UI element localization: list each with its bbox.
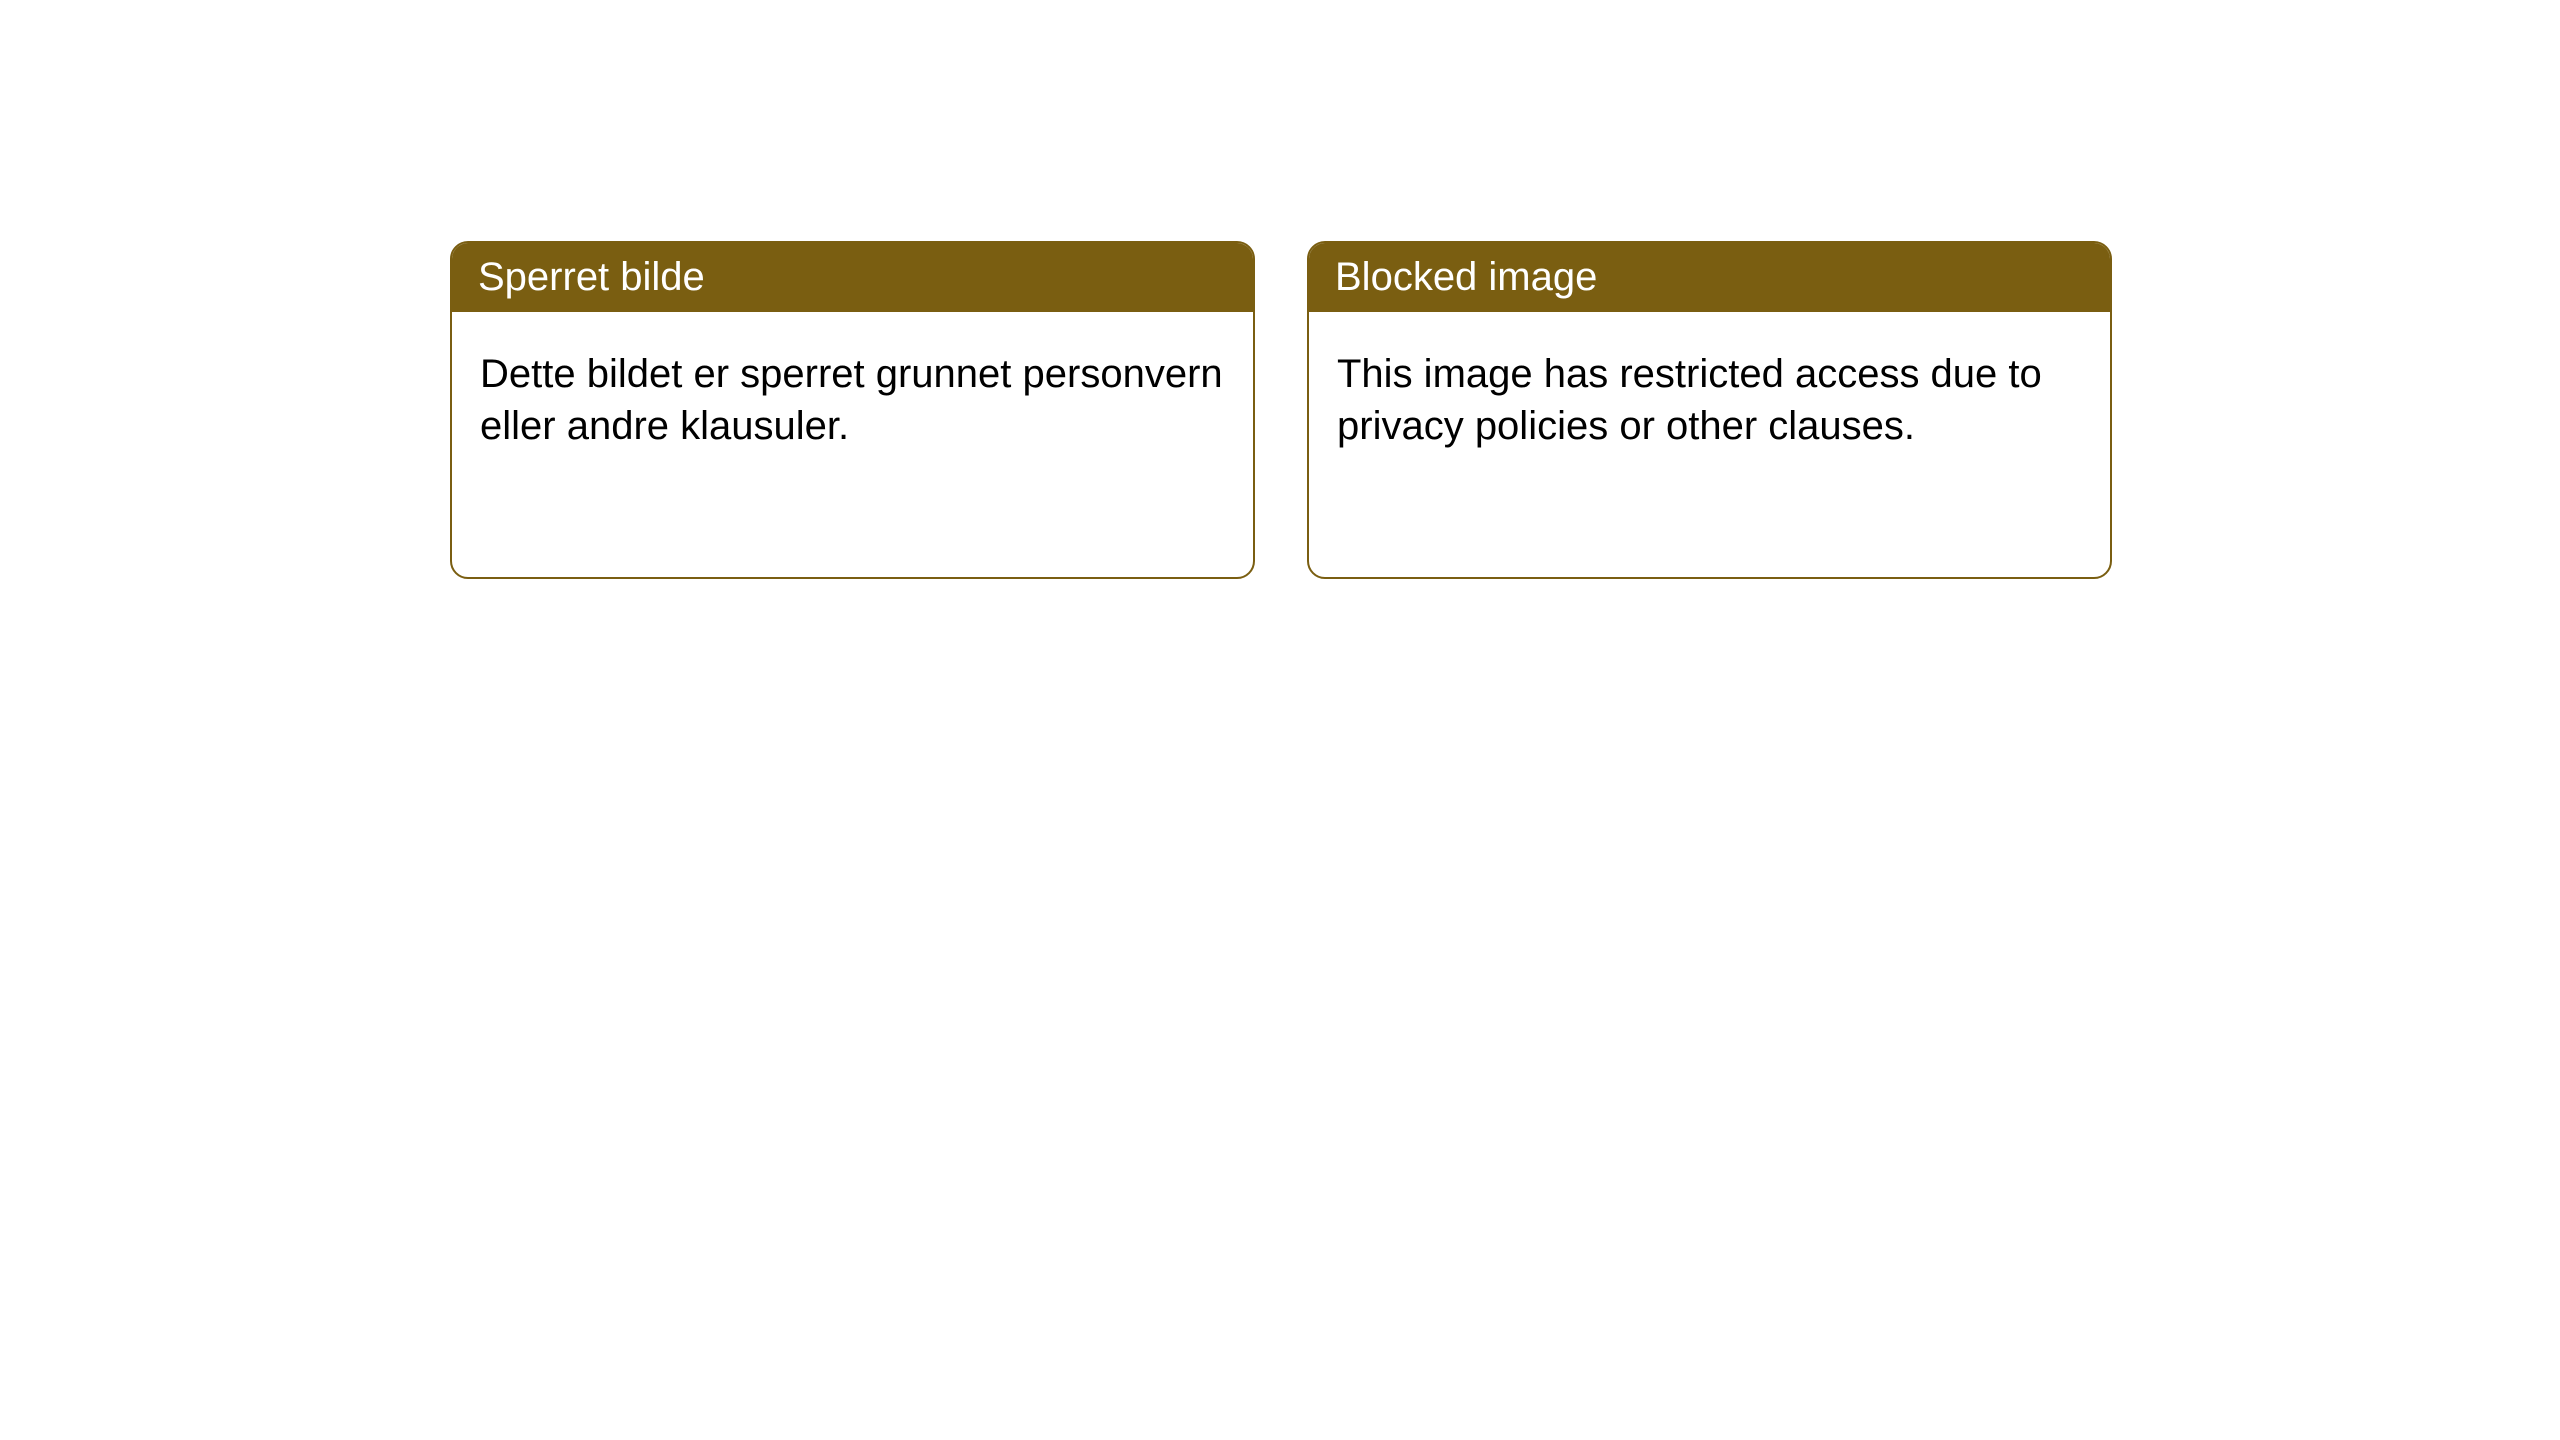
notice-card-norwegian: Sperret bilde Dette bildet er sperret gr… bbox=[450, 241, 1255, 579]
notice-body: Dette bildet er sperret grunnet personve… bbox=[452, 312, 1253, 488]
notice-header: Sperret bilde bbox=[452, 243, 1253, 312]
notice-body: This image has restricted access due to … bbox=[1309, 312, 2110, 488]
notice-card-english: Blocked image This image has restricted … bbox=[1307, 241, 2112, 579]
notice-container: Sperret bilde Dette bildet er sperret gr… bbox=[450, 241, 2112, 579]
notice-header: Blocked image bbox=[1309, 243, 2110, 312]
